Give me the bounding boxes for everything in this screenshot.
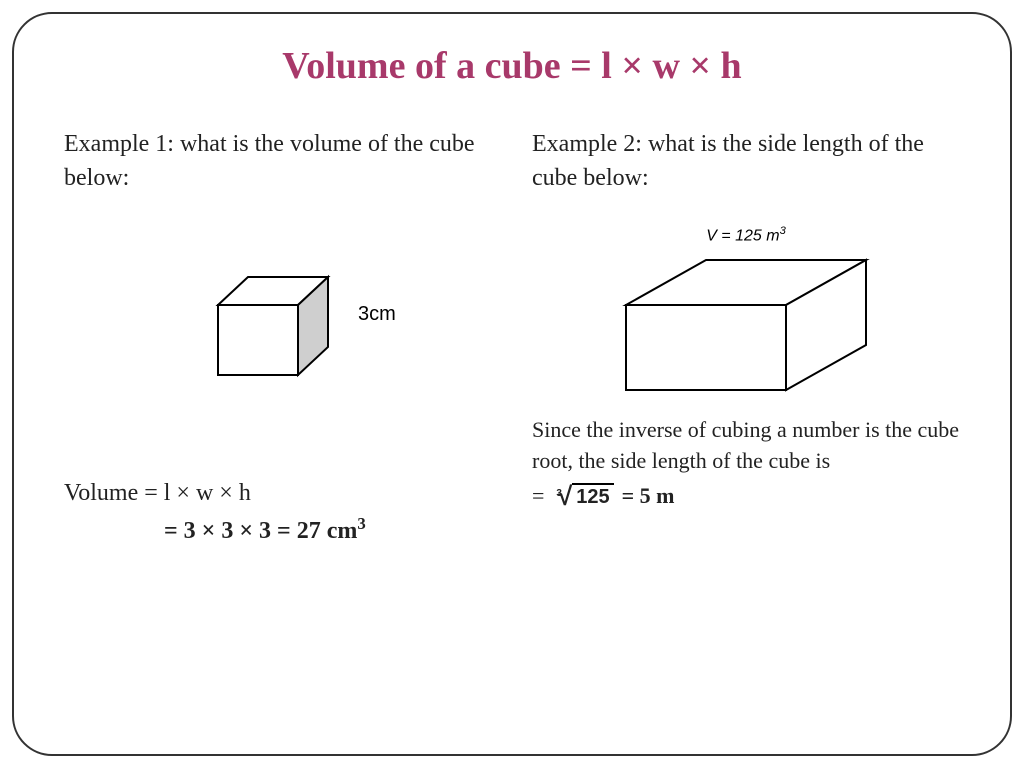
cube-root-icon: 3 √ 125 [552,483,613,509]
example-2-explanation: Since the inverse of cubing a number is … [532,415,960,477]
example-1-prompt: Example 1: what is the volume of the cub… [64,128,492,195]
radicand: 125 [572,483,613,509]
radical-index: 3 [556,488,562,499]
cube-2-volume-label: V = 125 m3 [706,225,786,245]
cube-2-svg [616,250,876,400]
example-2-figure: V = 125 m3 [532,225,960,405]
example-1-figure: 3cm [64,225,492,425]
cube-1-svg [198,265,358,385]
example-1-formula: Volume = l × w × h [64,475,492,511]
cube-1: 3cm [198,265,358,385]
cube2-front-face [626,305,786,390]
example-1-solution: Volume = l × w × h = 3 × 3 × 3 = 27 cm3 [64,475,492,549]
cube1-front-face [218,305,298,375]
content-columns: Example 1: what is the volume of the cub… [64,128,960,549]
example-1-calc: = 3 × 3 × 3 = 27 cm3 [64,511,492,549]
example-1-column: Example 1: what is the volume of the cub… [64,128,492,549]
slide-title: Volume of a cube = l × w × h [64,44,960,88]
example-2-answer: = 3 √ 125 = 5 m [532,483,960,509]
answer-prefix: = [532,483,544,509]
answer-suffix: = 5 m [622,483,675,509]
example-2-prompt: Example 2: what is the side length of th… [532,128,960,195]
example-2-column: Example 2: what is the side length of th… [532,128,960,549]
cube-1-side-label: 3cm [358,303,396,326]
cube-2-wrap: V = 125 m3 [616,225,876,399]
slide-frame: Volume of a cube = l × w × h Example 1: … [12,12,1012,756]
